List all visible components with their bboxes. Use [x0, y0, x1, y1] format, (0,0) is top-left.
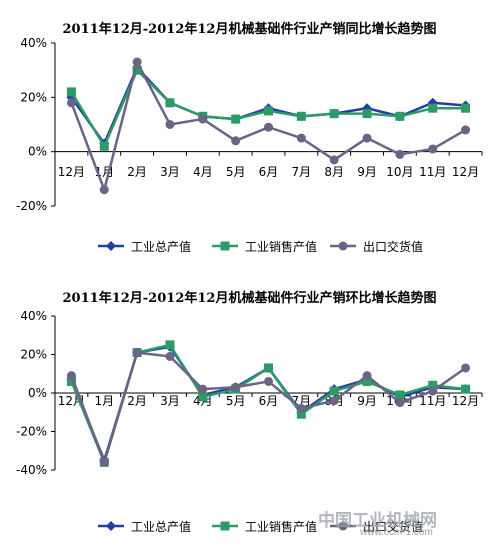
- chart1-x-tick-label: 6月: [259, 165, 279, 179]
- chart1-y-tick-label: 20%: [20, 90, 47, 104]
- chart2-data-point: [231, 382, 241, 392]
- chart2-legend-label: 工业总产值: [131, 519, 191, 534]
- chart1-data-point: [66, 87, 76, 97]
- chart2-data-point: [461, 363, 471, 373]
- chart2-data-point: [428, 386, 438, 396]
- chart2-y-tick-label: 20%: [20, 348, 47, 362]
- chart2-legend-marker: [338, 521, 348, 531]
- chart2-data-point: [395, 390, 405, 400]
- chart1-x-tick-label: 12月: [452, 165, 479, 179]
- chart1-data-point: [428, 144, 438, 154]
- chart2-x-tick-label: 2月: [127, 394, 147, 408]
- watermark-url: www.ccm-1.com: [360, 527, 433, 538]
- chart2-y-tick-label: 0%: [28, 386, 47, 400]
- chart1-data-point: [264, 122, 273, 132]
- chart2-title: 2011年12月-2012年12月机械基础件行业产销环比增长趋势图: [62, 291, 437, 306]
- chart1-data-point: [165, 98, 175, 108]
- chart2-data-point: [362, 376, 372, 386]
- chart1-data-point: [66, 98, 76, 108]
- chart2-y-tick-label: -40%: [16, 463, 47, 477]
- chart1-title: 2011年12月-2012年12月机械基础件行业产销同比增长趋势图: [62, 22, 437, 37]
- chart1-data-point: [461, 103, 471, 113]
- watermark-site-name: 中国工业机械网: [318, 511, 437, 530]
- chart2-data-point: [132, 348, 142, 358]
- chart2-data-point: [329, 396, 339, 406]
- chart2-data-point: [99, 457, 109, 467]
- chart1-data-point: [198, 114, 208, 124]
- chart1-y-tick-label: -20%: [16, 199, 47, 213]
- chart2-data-point: [428, 380, 438, 390]
- chart2-data-point: [362, 371, 372, 381]
- chart1-y-tick-label: 0%: [28, 145, 47, 159]
- chart1-x-tick-label: 11月: [419, 165, 446, 179]
- chart2-data-point: [264, 363, 273, 373]
- chart2-data-point: [198, 384, 208, 394]
- chart2-data-point: [461, 384, 471, 394]
- chart1-data-point: [362, 133, 372, 143]
- chart2-x-tick-label: 9月: [357, 394, 377, 408]
- chart1-data-point: [296, 111, 306, 121]
- chart1-data-point: [395, 149, 405, 159]
- chart2-data-point: [296, 409, 306, 419]
- chart1-data-point: [99, 141, 109, 151]
- chart2-data-point: [395, 398, 405, 408]
- chart2-data-point: [165, 351, 175, 361]
- chart2-data-point: [66, 371, 76, 381]
- chart1-x-tick-label: 3月: [160, 165, 180, 179]
- chart2-x-tick-label: 11月: [419, 394, 446, 408]
- chart1-legend-marker: [106, 241, 116, 251]
- chart1-data-point: [329, 109, 339, 119]
- chart2-legend-marker: [220, 521, 230, 531]
- chart2-data-point: [198, 392, 208, 402]
- chart2-x-tick-label: 1月: [94, 394, 114, 408]
- chart1-legend-marker: [220, 241, 230, 251]
- chart1-data-point: [99, 185, 109, 195]
- chart2-x-tick-label: 6月: [259, 394, 279, 408]
- chart1-legend-marker: [338, 241, 348, 251]
- chart1-y-tick-label: 40%: [20, 36, 47, 50]
- chart1-x-tick-label: 9月: [357, 165, 377, 179]
- chart1-data-point: [231, 136, 241, 146]
- chart1-data-point: [296, 133, 306, 143]
- chart1-x-tick-label: 10月: [386, 165, 413, 179]
- chart1-data-point: [395, 111, 405, 121]
- chart1-data-point: [264, 106, 273, 116]
- chart2-data-point: [329, 386, 339, 396]
- chart2-data-point: [66, 376, 76, 386]
- chart2-data-point: [296, 403, 306, 413]
- chart1-legend-label: 出口交货值: [363, 239, 423, 254]
- chart1-data-point: [165, 120, 175, 129]
- chart1-data-point: [329, 155, 339, 165]
- chart1-x-tick-label: 4月: [193, 165, 213, 179]
- chart1-legend-label: 工业总产值: [131, 239, 191, 254]
- chart1-data-point: [132, 57, 142, 67]
- chart1-x-tick-label: 7月: [292, 165, 312, 179]
- chart1-x-tick-label: 8月: [324, 165, 344, 179]
- chart2-y-tick-label: -20%: [16, 425, 47, 439]
- chart2-x-tick-label: 12月: [452, 394, 479, 408]
- chart2-x-tick-label: 3月: [160, 394, 180, 408]
- chart1-data-point: [461, 125, 471, 135]
- chart1-data-point: [231, 114, 241, 124]
- chart1-x-tick-label: 2月: [127, 165, 147, 179]
- chart2-x-tick-label: 5月: [226, 394, 246, 408]
- chart2-y-tick-label: 40%: [20, 309, 47, 323]
- chart1-legend-label: 工业销售产值: [245, 239, 317, 254]
- chart1-data-point: [362, 109, 372, 119]
- chart2-data-point: [264, 376, 273, 386]
- chart1-data-point: [132, 65, 142, 75]
- chart2-legend-marker: [106, 521, 116, 531]
- chart2-data-point: [165, 340, 175, 350]
- chart2-legend-label: 出口交货值: [363, 519, 423, 534]
- chart1-data-point: [428, 103, 438, 113]
- chart1-x-tick-label: 12月: [58, 165, 85, 179]
- chart1-x-tick-label: 5月: [226, 165, 246, 179]
- chart2-legend-label: 工业销售产值: [245, 519, 317, 534]
